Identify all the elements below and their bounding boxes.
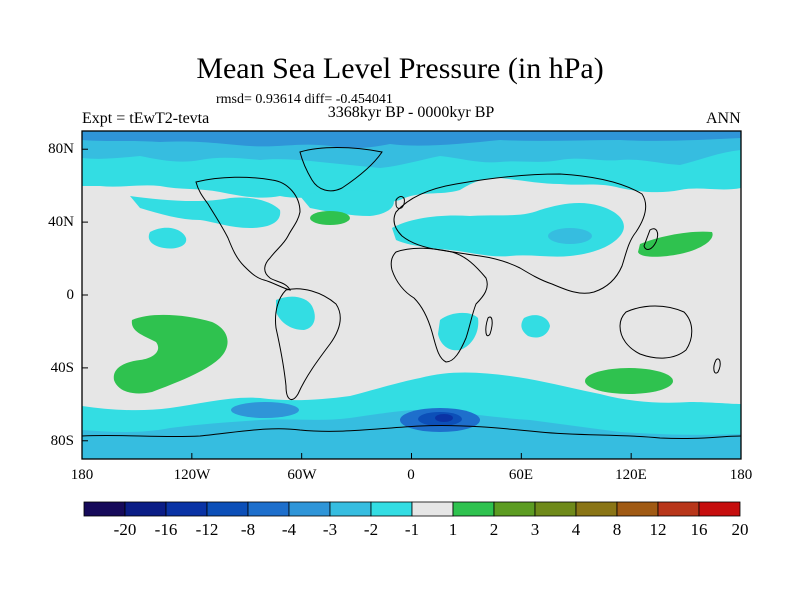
colorbar-swatch	[247, 501, 290, 517]
south-pacific-positive-anomaly	[113, 314, 228, 394]
period-label: 3368kyr BP - 0000kyr BP	[327, 104, 495, 121]
lat-label-80s: 80S	[50, 433, 74, 449]
lat-label-40n: 40N	[48, 214, 74, 230]
colorbar-swatch	[206, 501, 249, 517]
arctic-anomaly-core	[82, 131, 741, 149]
lon-label-120e: 120E	[615, 467, 647, 483]
colorbar-swatch	[370, 501, 413, 517]
north-atlantic-negative-patch	[300, 190, 394, 216]
lon-label-0: 0	[407, 467, 415, 483]
axis-ticks	[81, 148, 742, 459]
colorbar-swatch	[575, 501, 618, 517]
africa-negative-patch	[438, 312, 479, 351]
season-label: ANN	[706, 110, 741, 127]
colorbar-swatch	[616, 501, 659, 517]
coastlines	[82, 147, 741, 440]
colorbar-swatch	[411, 501, 454, 517]
pressure-field	[82, 131, 741, 459]
colorbar-swatch	[698, 501, 741, 517]
lat-label-80n: 80N	[48, 141, 74, 157]
southern-anomaly-mid	[82, 409, 741, 459]
colorbar-swatch	[83, 501, 126, 517]
colorbar-label: -16	[154, 520, 178, 539]
south-indian-positive-anomaly	[585, 368, 673, 394]
north-pacific-negative-patch	[148, 227, 187, 249]
lon-label-60e: 60E	[508, 467, 534, 483]
coast-greenland	[299, 147, 383, 192]
colorbar-label: 8	[612, 520, 622, 539]
colorbar-label: -12	[195, 520, 219, 539]
lon-label-180e: 180	[729, 467, 753, 483]
colorbar-label: -3	[322, 520, 338, 539]
colorbar-label: -8	[240, 520, 256, 539]
colorbar-label: 16	[690, 520, 708, 539]
colorbar-label: -4	[281, 520, 297, 539]
colorbar-swatch	[288, 501, 331, 517]
north-america-negative-patch	[130, 196, 281, 228]
colorbar-label: -1	[404, 520, 420, 539]
experiment-label: Expt = tEwT2-tevta	[82, 110, 210, 127]
colorbar-label: 2	[489, 520, 499, 539]
north-pacific-positive-anomaly	[638, 231, 713, 257]
lon-label-60w: 60W	[287, 467, 317, 483]
colorbar-label: -2	[363, 520, 379, 539]
coast-australia	[619, 305, 693, 359]
lon-label-120w: 120W	[173, 467, 211, 483]
coast-japan	[643, 228, 659, 250]
colorbar-swatch	[165, 501, 208, 517]
colorbar-label: 4	[571, 520, 581, 539]
coast-africa	[390, 247, 488, 363]
southern-negative-patch-2	[231, 402, 299, 418]
coast-madagascar	[485, 316, 493, 337]
north-atlantic-positive-anomaly	[310, 211, 350, 225]
east-asia-negative-core	[548, 228, 592, 244]
stats-text: rmsd= 0.93614 diff= -0.454041	[216, 92, 393, 107]
colorbar-swatch	[329, 501, 372, 517]
chart-title: Mean Sea Level Pressure (in hPa)	[196, 52, 604, 85]
coast-uk	[395, 196, 405, 209]
colorbar	[83, 501, 741, 517]
colorbar-swatch	[452, 501, 495, 517]
colorbar-label: 3	[530, 520, 540, 539]
coast-south-america	[275, 288, 341, 401]
coast-new-zealand	[713, 358, 721, 374]
indian-ocean-negative-patch	[521, 315, 550, 338]
colorbar-swatch	[534, 501, 577, 517]
lat-label-40s: 40S	[50, 360, 74, 376]
colorbar-swatch	[657, 501, 700, 517]
south-america-negative-patch	[276, 296, 315, 330]
lat-label-eq: 0	[66, 287, 75, 303]
southern-negative-core-3	[435, 414, 453, 422]
coast-north-america	[195, 176, 301, 291]
colorbar-label: -20	[113, 520, 137, 539]
colorbar-label: 1	[448, 520, 458, 539]
coast-antarctica	[82, 424, 741, 440]
lon-label-180w: 180	[70, 467, 94, 483]
colorbar-swatch	[124, 501, 167, 517]
colorbar-swatch	[493, 501, 536, 517]
colorbar-label: 12	[649, 520, 667, 539]
colorbar-label: 20	[731, 520, 749, 539]
